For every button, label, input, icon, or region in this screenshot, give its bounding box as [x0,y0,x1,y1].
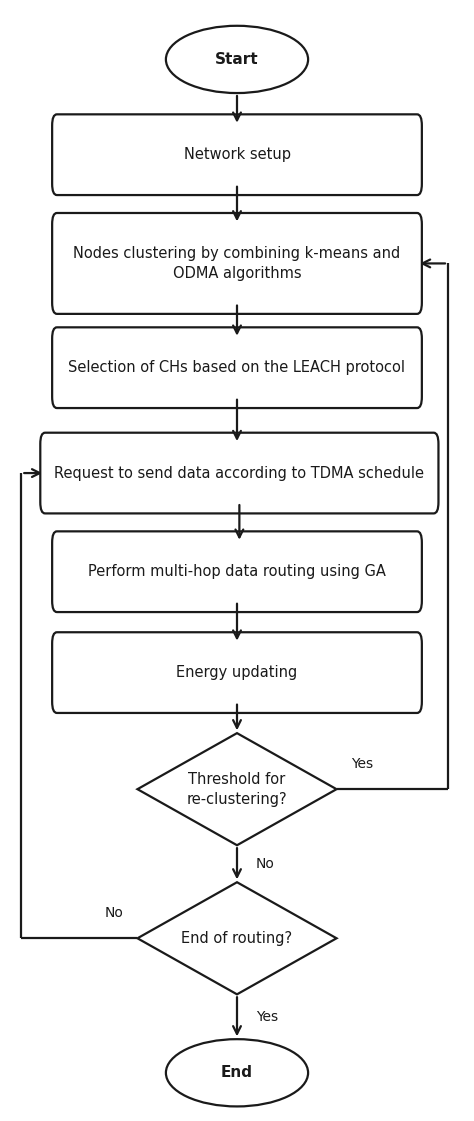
Text: Perform multi-hop data routing using GA: Perform multi-hop data routing using GA [88,564,386,580]
Text: End: End [221,1065,253,1081]
Text: End of routing?: End of routing? [182,930,292,946]
Text: No: No [104,907,123,920]
Text: Yes: Yes [351,758,373,771]
Text: Network setup: Network setup [183,147,291,163]
Text: Selection of CHs based on the LEACH protocol: Selection of CHs based on the LEACH prot… [69,360,405,376]
Text: Start: Start [215,52,259,67]
Text: No: No [256,856,275,871]
Text: Request to send data according to TDMA schedule: Request to send data according to TDMA s… [55,465,424,481]
Text: Energy updating: Energy updating [176,665,298,680]
Text: Nodes clustering by combining k-means and
ODMA algorithms: Nodes clustering by combining k-means an… [73,245,401,281]
Text: Yes: Yes [256,1010,278,1023]
Text: Threshold for
re-clustering?: Threshold for re-clustering? [187,771,287,807]
